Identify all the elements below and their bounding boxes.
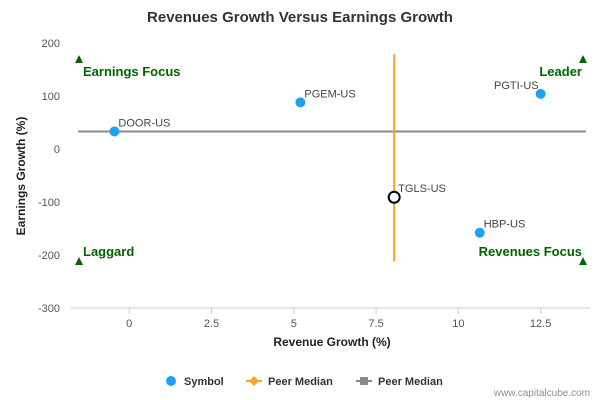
legend-peer-median-label-1: Peer Median [268, 376, 333, 388]
x-tick-label: 7.5 [368, 318, 383, 330]
quadrant-marker-earnings-focus [75, 55, 83, 63]
quadrant-label-leader: Leader [539, 64, 582, 79]
y-axis: 200 100 0 -100 -200 -300 [38, 38, 60, 315]
legend-item-peer-median-revenue[interactable]: Peer Median [246, 376, 333, 388]
quadrant-marker-laggard [75, 257, 83, 265]
quadrant-label-revenues-focus: Revenues Focus [479, 244, 582, 259]
legend: Symbol Peer Median Peer Median [166, 376, 443, 388]
legend-item-peer-median-earnings[interactable]: Peer Median [356, 376, 443, 388]
legend-peer-median-label-2: Peer Median [378, 376, 443, 388]
x-tick-label: 0 [126, 318, 132, 330]
data-point [474, 227, 485, 238]
quadrant-label-earnings-focus: Earnings Focus [83, 64, 181, 79]
x-axis: 0 2.5 5 7.5 10 12.5 [70, 307, 590, 330]
data-point [295, 97, 306, 108]
x-tick-label: 5 [291, 318, 297, 330]
quadrant-marker-revenues-focus [579, 257, 587, 265]
data-label: TGLS-US [398, 183, 446, 195]
peer-median-lines [78, 54, 586, 262]
chart-title: Revenues Growth Versus Earnings Growth [147, 9, 453, 26]
y-tick-label: -300 [38, 303, 60, 315]
data-point-highlight [387, 190, 401, 204]
data-label: HBP-US [484, 219, 526, 231]
data-label: PGTI-US [494, 80, 539, 92]
y-tick-label: -200 [38, 250, 60, 262]
quadrant-label-laggard: Laggard [83, 244, 134, 259]
quadrant-marker-leader [579, 55, 587, 63]
data-points: DOOR-US PGEM-US PGTI-US HBP-US TGLS-US [109, 80, 546, 238]
data-point [109, 126, 120, 137]
legend-item-symbol[interactable]: Symbol [166, 376, 224, 388]
y-tick-label: 0 [54, 144, 60, 156]
x-axis-title: Revenue Growth (%) [273, 335, 390, 349]
data-label: DOOR-US [118, 118, 170, 130]
quadrant-labels: Earnings Focus Leader Laggard Revenues Focu… [75, 55, 587, 265]
x-tick-label: 12.5 [530, 318, 551, 330]
legend-gray-square [360, 377, 368, 385]
x-tick-label: 2.5 [204, 318, 219, 330]
data-label: PGEM-US [304, 88, 355, 100]
y-tick-label: -100 [38, 197, 60, 209]
legend-symbol-marker [166, 376, 176, 386]
legend-orange-diamond [249, 376, 259, 386]
x-tick-label: 10 [452, 318, 464, 330]
y-tick-label: 100 [42, 91, 60, 103]
y-axis-title: Earnings Growth (%) [14, 117, 28, 236]
data-point [535, 88, 546, 99]
credit-text: www.capitalcube.com [493, 388, 590, 399]
legend-symbol-label: Symbol [184, 376, 224, 388]
y-tick-label: 200 [42, 38, 60, 50]
